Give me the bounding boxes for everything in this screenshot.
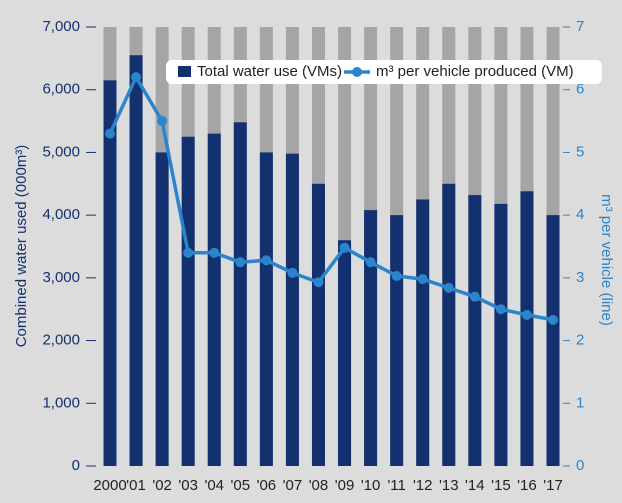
x-tick-label: '09 <box>335 477 355 494</box>
x-tick-label: '08 <box>309 477 329 494</box>
y-tick-label: 7,000 <box>42 18 80 35</box>
line-marker <box>105 128 115 139</box>
y2-tick-label: 2 <box>576 332 584 349</box>
y-tick-label: 1,000 <box>42 394 80 411</box>
line-marker <box>183 247 194 258</box>
line-marker <box>521 309 532 320</box>
bar <box>311 183 325 467</box>
bar <box>546 215 560 466</box>
y2-tick-label: 0 <box>576 457 584 474</box>
bar <box>259 152 273 466</box>
line-marker <box>261 255 272 266</box>
line-marker <box>495 304 506 315</box>
bar <box>364 210 378 466</box>
y2-tick-label: 5 <box>576 143 584 160</box>
x-tick-label: '17 <box>543 477 563 494</box>
x-tick-label: '14 <box>465 477 485 494</box>
x-tick-label: '01 <box>126 477 146 494</box>
bar <box>129 55 143 466</box>
bar <box>103 80 117 467</box>
y2-tick-label: 6 <box>576 81 584 98</box>
y-tick-label: 0 <box>72 457 80 474</box>
legend-marker <box>352 67 362 77</box>
legend-label: Total water use (VMs) <box>197 63 342 80</box>
line-marker <box>443 282 454 293</box>
bar <box>207 133 221 466</box>
x-tick-label: '02 <box>152 477 172 494</box>
y2-tick-label: 7 <box>576 18 584 35</box>
x-tick-label: 2000 <box>93 477 126 494</box>
bar <box>390 215 404 466</box>
bar <box>181 136 195 466</box>
x-tick-label: '15 <box>491 477 511 494</box>
bar <box>233 122 247 466</box>
x-tick-label: '04 <box>204 477 224 494</box>
bar <box>285 153 299 466</box>
line <box>108 73 554 322</box>
line-marker <box>469 291 480 302</box>
x-tick-label: '05 <box>231 477 251 494</box>
line-marker <box>365 257 376 268</box>
bar <box>520 191 534 466</box>
x-tick-label: '11 <box>387 477 405 494</box>
line-marker <box>287 267 298 278</box>
line-marker <box>209 247 220 258</box>
y2-axis-title: m³ per vehicle (line) <box>598 194 615 326</box>
line-marker <box>313 277 324 288</box>
y-axis-title: Combined water used (000m³) <box>13 145 30 348</box>
bar <box>442 183 456 467</box>
y-tick-label: 2,000 <box>42 332 80 349</box>
y-tick-label: 4,000 <box>42 206 80 223</box>
line-marker <box>417 274 428 285</box>
x-tick-label: '07 <box>283 477 303 494</box>
line-marker <box>157 116 168 127</box>
y2-tick-label: 1 <box>576 394 584 411</box>
x-tick-label: '03 <box>178 477 198 494</box>
x-tick-label: '06 <box>257 477 277 494</box>
y2-tick-label: 3 <box>576 269 584 286</box>
line-marker <box>548 314 559 325</box>
legend: Total water use (VMs) m³ per vehicle prod… <box>166 60 602 84</box>
x-tick-label: '12 <box>413 477 433 494</box>
bar <box>155 152 169 466</box>
y-tick-label: 3,000 <box>42 269 80 286</box>
line-marker <box>391 270 402 281</box>
line-marker <box>131 72 142 83</box>
legend-swatch <box>178 66 191 77</box>
y-tick-label: 5,000 <box>42 143 80 160</box>
x-tick-label: '10 <box>361 477 381 494</box>
legend-label: m³ per vehicle produced (VM) <box>376 63 574 80</box>
y-tick-label: 6,000 <box>42 81 80 98</box>
y2-tick-label: 4 <box>576 206 584 223</box>
x-tick-label: '16 <box>517 477 537 494</box>
line-marker <box>235 257 246 268</box>
bar <box>468 195 482 466</box>
bar <box>416 199 430 466</box>
line-marker <box>339 242 350 253</box>
x-tick-label: '13 <box>439 477 459 494</box>
bar <box>494 203 508 466</box>
legend-box <box>166 60 602 84</box>
bar <box>338 240 352 466</box>
